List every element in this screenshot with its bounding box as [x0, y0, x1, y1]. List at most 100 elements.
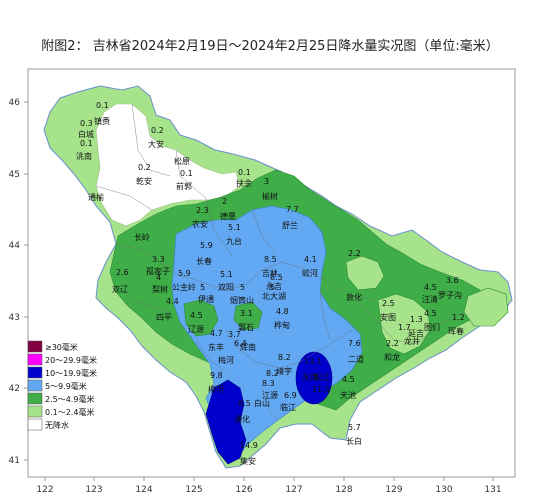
station: 8.2 白山	[254, 369, 279, 408]
station-name: 辉南	[240, 342, 256, 352]
station: 2 德惠	[220, 197, 236, 221]
station-value: 6.4	[234, 339, 247, 348]
station-value: 0.2	[151, 126, 164, 135]
station-name: 公主岭	[172, 282, 196, 292]
station-name: 洮南	[76, 151, 92, 161]
stations: 0.3 白城 0.1 镇赉 0.1 洮南 0.2 大安 通榆 0.2 乾安	[76, 101, 465, 466]
station: 4.7 东丰	[208, 329, 224, 352]
station-name: 安图	[380, 312, 396, 322]
station: 3 榆树	[262, 177, 278, 201]
station-value: 3.3	[152, 255, 165, 264]
station: 2.6 双辽	[112, 268, 129, 294]
station-value: 8.2	[278, 353, 291, 362]
station-value: 4.1	[304, 255, 317, 264]
lon-tick: 127	[285, 485, 302, 495]
station-value: 4.8	[276, 307, 289, 316]
county-boundaries	[95, 103, 465, 421]
station-value: 5.1	[220, 270, 233, 279]
precipitation-fill-layers	[43, 85, 513, 469]
station-value: 4.5	[424, 283, 437, 292]
station: 9.8 柳河	[208, 371, 224, 394]
legend-label: ≥30毫米	[45, 342, 78, 352]
station-name: 榆树	[262, 191, 278, 201]
station-value: 2.2	[348, 249, 361, 258]
station: 2.2 和龙	[384, 339, 400, 362]
station-name: 松原	[174, 156, 190, 166]
legend-label: 5～9.9毫米	[45, 381, 87, 391]
station: 2.5 安图	[380, 299, 396, 322]
station: 4.5 辽源	[188, 311, 204, 334]
legend-swatch	[27, 379, 43, 392]
station: 5 北大湖	[262, 283, 286, 301]
station-name: 和龙	[384, 352, 400, 362]
latitude-axis: 46 45 44 43 42 41	[9, 98, 28, 466]
lon-tick: 126	[235, 485, 252, 495]
station-name: 通化	[234, 414, 250, 424]
station-value: 4.5	[190, 311, 203, 320]
station: 7.6 二道	[348, 339, 364, 364]
lon-tick: 131	[484, 485, 501, 495]
station-value: 5.9	[200, 241, 213, 250]
station: 14.9 集安	[240, 441, 258, 466]
legend-swatch	[27, 418, 43, 431]
station-name: 农安	[192, 219, 208, 229]
station: 8.2 靖宇	[276, 353, 292, 376]
station-value: 2.3	[196, 206, 209, 215]
station-value: 2	[222, 197, 227, 206]
station: 7.7 舒兰	[282, 205, 299, 230]
station-name: 桦甸	[274, 320, 290, 330]
station: 4.5 天池	[340, 375, 356, 400]
station-value: 14.9	[240, 441, 258, 450]
station: 3.6 罗子沟	[438, 276, 462, 300]
legend-swatch	[27, 405, 43, 418]
station-name: 临江	[280, 402, 296, 412]
station: 3.7 梅河	[218, 330, 241, 365]
lon-tick: 130	[435, 485, 452, 495]
station-value: 4.7	[210, 329, 223, 338]
station-name: 天池	[340, 390, 356, 400]
station-value: 0.1	[238, 168, 251, 177]
lon-tick: 129	[385, 485, 402, 495]
lat-tick: 43	[9, 313, 20, 323]
station-name: 辽源	[188, 325, 204, 334]
station-name: 集安	[240, 456, 256, 466]
station-name: 图们	[424, 322, 440, 332]
station-name: 九台	[226, 236, 242, 246]
station: 3.3 孤家子	[146, 255, 170, 276]
station-value: 8.3	[262, 379, 275, 388]
station: 0.1 镇赉	[94, 101, 110, 126]
station-value: 8.2	[266, 369, 279, 378]
station-value: 4.4	[166, 297, 179, 306]
legend-swatch	[27, 392, 43, 405]
station: 0.1 前郭	[176, 169, 193, 191]
station-value: 0.1	[96, 101, 109, 110]
lat-tick: 44	[9, 241, 21, 251]
lon-tick: 125	[185, 485, 202, 495]
station-name: 柳河	[208, 384, 224, 394]
legend-label: 无降水	[45, 420, 69, 430]
station-value: 2.2	[386, 339, 399, 348]
station-name: 孤家子	[146, 266, 170, 276]
station-name: 松江	[314, 372, 330, 382]
station-value: 11.5	[312, 385, 330, 394]
station-value: 0.1	[80, 139, 93, 148]
station-value: 3.7	[228, 330, 241, 339]
station-value: 5.1	[228, 223, 241, 232]
station-value: 5	[240, 283, 245, 292]
station-name: 镇赉	[94, 116, 110, 126]
station: 8.3 江源	[262, 379, 278, 400]
longitude-axis: 122 123 124 125 126 127 128 129 130 131	[36, 477, 502, 495]
map-title: 附图2： 吉林省2024年2月19日～2024年2月25日降水量实况图（单位:毫…	[41, 38, 499, 54]
lat-tick: 45	[9, 170, 20, 180]
legend-label: 2.5～4.9毫米	[45, 394, 94, 404]
station-value: 3.1	[240, 309, 253, 318]
zone-0.1-2.4-dunhua	[345, 255, 385, 291]
zone-10-19.9-west	[205, 379, 247, 465]
station-value: 4.5	[424, 309, 437, 318]
station-name: 扶余	[236, 178, 252, 188]
lat-tick: 41	[9, 456, 20, 466]
station-name: 龙井	[404, 336, 420, 346]
station-name: 江源	[262, 391, 278, 400]
station: 松原	[174, 156, 190, 166]
station: 8.5 吉林	[262, 255, 278, 278]
